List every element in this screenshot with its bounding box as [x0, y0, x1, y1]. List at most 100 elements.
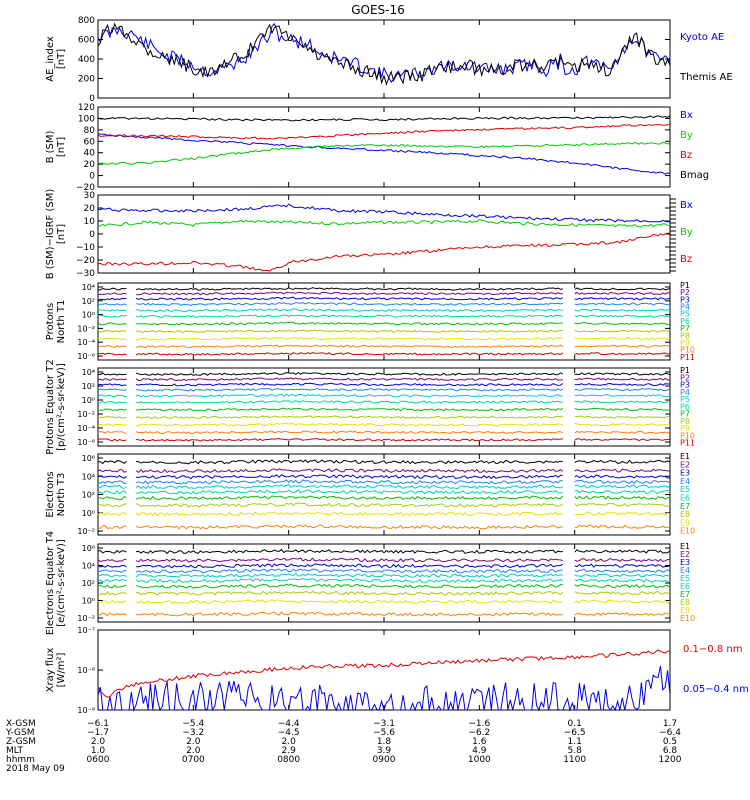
y-tick-label: 10⁻⁷: [77, 626, 95, 635]
channel-legend-entry: P5: [680, 395, 690, 404]
series-line: [97, 321, 671, 326]
panel-frame: [97, 543, 671, 623]
y-tick-label: 10⁻²: [77, 324, 95, 333]
y-tick-label: 10⁻⁹: [77, 706, 95, 715]
y-tick-label: 10⁰: [82, 311, 95, 320]
channel-legend-entry: E8: [680, 510, 690, 519]
series-line: [98, 459, 671, 465]
y-tick-label: 10⁻⁶: [77, 438, 95, 447]
y-axis-unit: [e/(cm²-s-sr-keV)]: [56, 539, 67, 627]
series-line: [97, 133, 671, 175]
series-line: [97, 296, 671, 301]
y-axis-label: AE_index: [45, 36, 56, 82]
panel-frame: [97, 453, 671, 536]
y-tick-label: 200: [78, 75, 95, 85]
legend-entry: By: [680, 227, 693, 238]
channel-legend-entry: E2: [680, 460, 690, 469]
data-gap: [126, 369, 135, 445]
series-line: [97, 393, 671, 398]
legend-entry: Bx: [680, 200, 693, 211]
y-axis-unit: [W/m²]: [56, 652, 67, 687]
x-value-y-gsm: −6.2: [468, 728, 490, 738]
data-gap: [126, 284, 135, 359]
x-value-x-gsm: −4.4: [278, 719, 300, 729]
bigrf-y-axis-label: B (SM)−IGRF (SM) [nT]: [45, 189, 67, 280]
channel-legend-entry: E5: [680, 574, 690, 583]
x-value-x-gsm: −3.1: [373, 719, 395, 729]
series-line: [97, 218, 670, 228]
series-line: [97, 371, 671, 376]
legend-entry: 0.05−0.4 nm: [683, 684, 749, 695]
x-row-label-y-gsm: Y-GSM: [5, 728, 34, 738]
channel-legend-entry: E10: [680, 614, 695, 623]
legend-entry: Bmag: [680, 170, 709, 181]
channel-legend-entry: E4: [680, 477, 690, 486]
channel-y-axis-label-4: Protons Equator T2 [p/(cm²-s-sr-keV)]: [45, 359, 67, 455]
y-tick-label: −20: [76, 183, 95, 193]
channel-legend-entry: P9: [680, 338, 690, 347]
series-line: [97, 329, 671, 334]
series-line: [97, 422, 671, 427]
plot-title: GOES-16: [351, 3, 405, 17]
y-tick-label: 10⁻⁴: [77, 424, 95, 433]
x-value-y-gsm: −5.6: [373, 728, 395, 738]
y-tick-label: 10⁰: [82, 396, 95, 405]
series-line: [97, 649, 671, 698]
y-axis-label: Xray flux: [45, 648, 56, 693]
y-axis-label: North T3: [56, 473, 67, 517]
channel-legend-entry: E6: [680, 494, 690, 503]
channel-legend-entry: E5: [680, 485, 690, 494]
y-tick-label: 10⁻⁸: [77, 666, 95, 675]
x-row-label-mlt: MLT: [6, 746, 24, 756]
channel-legend-entry: P2: [680, 373, 690, 382]
data-gap: [563, 369, 573, 445]
channel-legend-entry: P4: [680, 388, 690, 397]
x-value-hhmm: 1100: [563, 755, 586, 765]
series-line: [97, 344, 671, 349]
channel-legend-entry: P11: [680, 353, 695, 362]
x-value-hhmm: 0900: [373, 755, 396, 765]
series-line: [97, 22, 671, 83]
y-tick-label: 60: [84, 137, 96, 147]
data-gap: [563, 545, 573, 621]
series-line: [97, 502, 671, 508]
y-tick-label: 10⁻²: [77, 527, 95, 536]
series-line: [97, 377, 671, 382]
y-axis-label: B (SM)−IGRF (SM): [45, 189, 56, 280]
series-line: [97, 336, 671, 341]
channel-legend-entry: P3: [680, 295, 690, 304]
y-axis-label: Protons Equator T2: [45, 359, 56, 455]
channel-legend-entry: E7: [680, 590, 690, 599]
x-value-mlt: 6.8: [663, 746, 678, 756]
y-tick-label: 400: [78, 55, 95, 65]
legend-entry: Bz: [680, 254, 692, 265]
series-line: [97, 291, 671, 296]
data-gap: [126, 545, 135, 621]
series-line: [97, 123, 671, 140]
series-line: [97, 548, 671, 555]
channel-legend-entry: E6: [680, 582, 690, 591]
series-line: [97, 382, 671, 387]
x-value-x-gsm: 0.1: [568, 719, 582, 729]
y-axis-label: B (SM): [45, 130, 56, 163]
channel-legend-entry: P11: [680, 439, 695, 448]
series-line: [97, 495, 671, 501]
x-value-mlt: 2.9: [282, 746, 297, 756]
series-line: [97, 599, 671, 605]
channel-legend-entry: P7: [680, 410, 690, 419]
bsm-y-axis-label: B (SM) [nT]: [45, 130, 67, 163]
channel-y-axis-label-6: Electrons Equator T4 [e/(cm²-s-sr-keV)]: [45, 531, 67, 635]
channel-legend-entry: P5: [680, 310, 690, 319]
x-value-x-gsm: −5.4: [182, 719, 204, 729]
x-value-y-gsm: −3.2: [182, 728, 204, 738]
y-tick-label: 10⁻²: [77, 410, 95, 419]
channel-legend-entry: E1: [680, 542, 690, 551]
series-line: [97, 415, 671, 420]
legend-entry: Bz: [680, 150, 692, 161]
y-tick-label: 40: [84, 149, 96, 159]
series-line: [97, 590, 671, 596]
y-tick-label: 600: [78, 36, 95, 46]
y-axis-label: Electrons: [45, 471, 56, 517]
legend-entry: Themis AE: [679, 72, 733, 83]
